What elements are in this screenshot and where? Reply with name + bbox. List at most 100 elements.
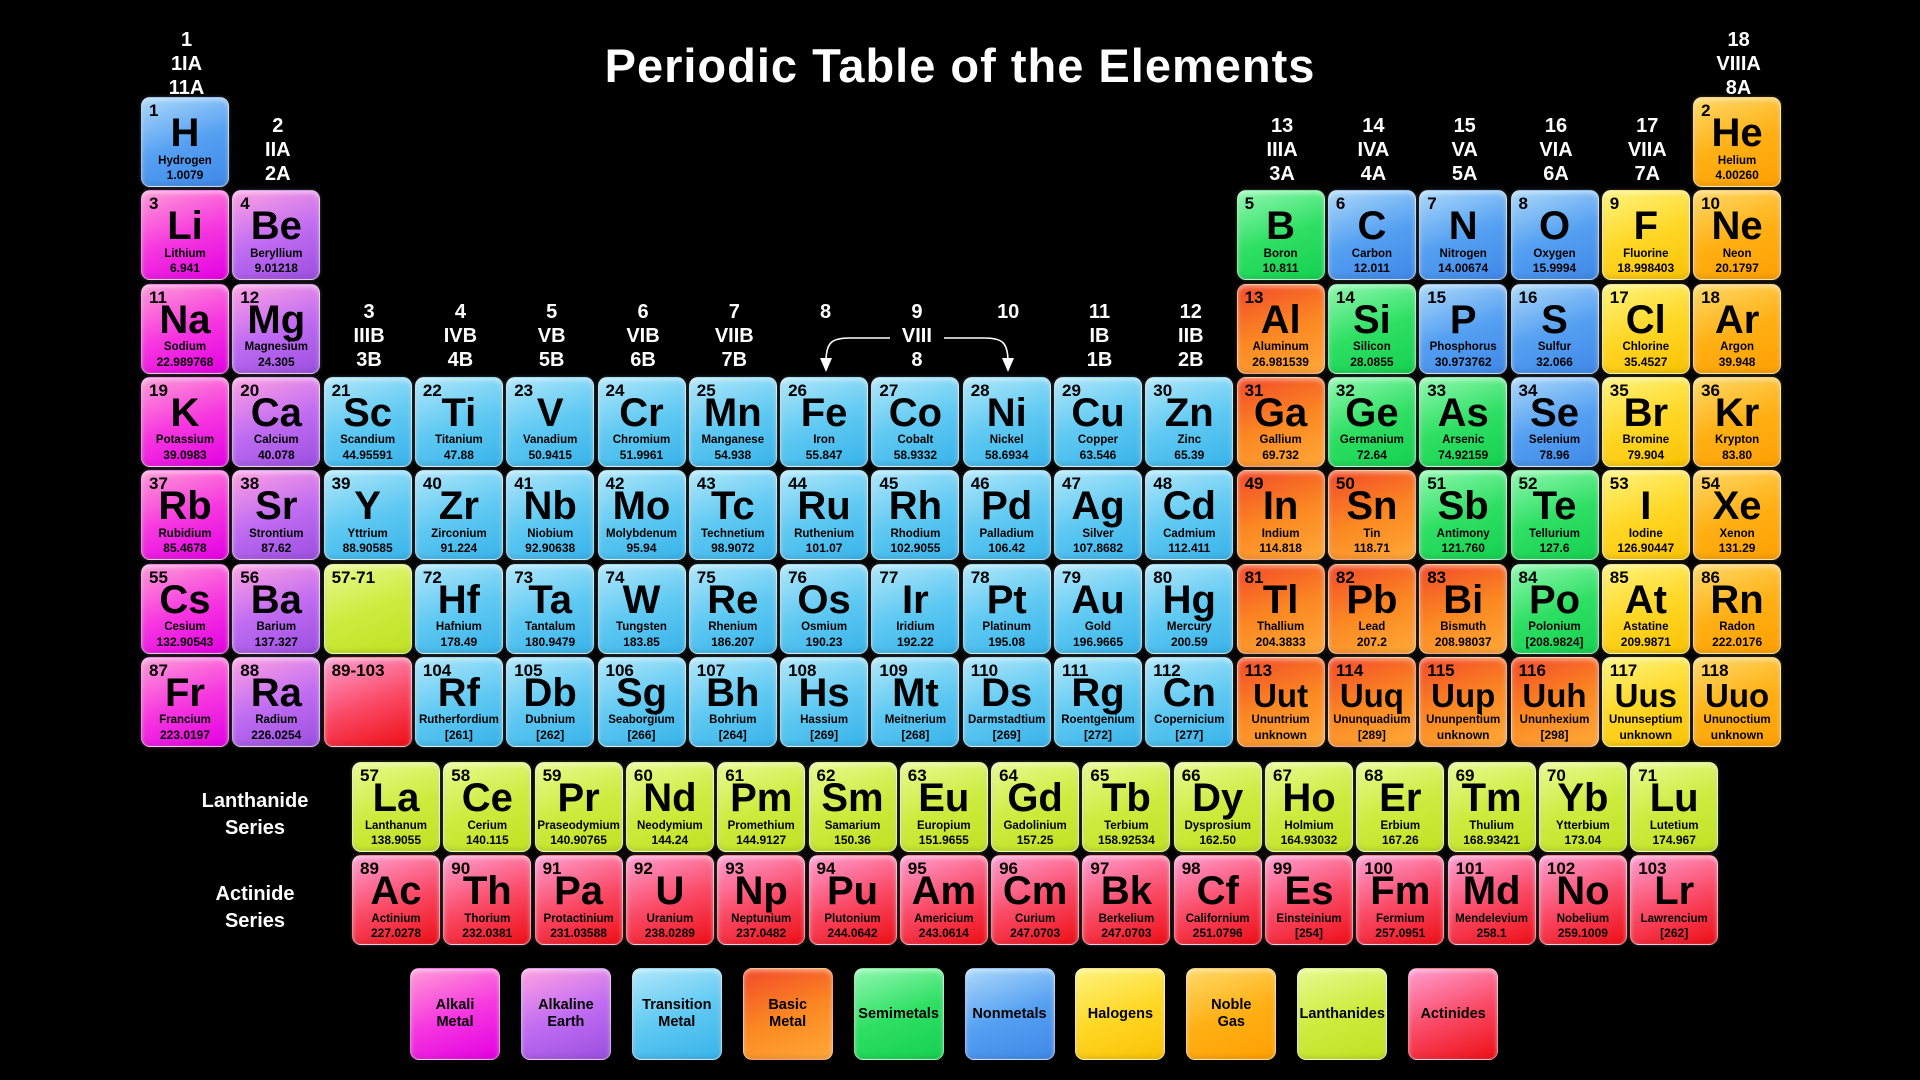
atomic-number: 71 <box>1638 766 1658 785</box>
element-symbol: Ca <box>250 390 302 435</box>
atomic-mass: 54.938 <box>714 447 752 462</box>
element-symbol: Ru <box>797 484 851 529</box>
atomic-number: 26 <box>788 380 808 400</box>
atomic-number: 63 <box>907 766 927 785</box>
element-name: Calcium <box>253 434 299 447</box>
element-symbol: Gd <box>1007 776 1063 820</box>
element-name: Bismuth <box>1440 621 1487 633</box>
element-name: Nobelium <box>1556 912 1610 925</box>
element-cell-Ga: 31 Ga Gallium 69.732 <box>1236 376 1325 467</box>
element-name: Samarium <box>824 819 881 832</box>
atomic-mass: 10.811 <box>1262 261 1299 276</box>
element-cell-Po: 84 Po Polonium [208.9824] <box>1510 563 1599 654</box>
atomic-mass: [272] <box>1083 727 1112 742</box>
element-cell-C: 6 C Carbon 12.011 <box>1327 190 1416 281</box>
element-cell-Se: 34 Se Selenium 78.96 <box>1510 376 1599 467</box>
atomic-mass: 18.998403 <box>1617 261 1675 276</box>
element-symbol: Rn <box>1710 577 1764 622</box>
element-cell-Mo: 42 Mo Molybdenum 95.94 <box>597 470 686 561</box>
element-cell-H: 1 H Hydrogen 1.0079 <box>141 97 229 187</box>
element-symbol: Re <box>707 577 759 622</box>
element-cell-Br: 35 Br Bromine 79.904 <box>1601 376 1690 467</box>
element-symbol: Fe <box>800 390 848 435</box>
atomic-mass: 83.80 <box>1722 447 1753 462</box>
element-name: Gallium <box>1259 434 1302 447</box>
element-cell-Gd: 64 Gd Gadolinium 157.25 <box>991 762 1080 852</box>
atomic-number: 117 <box>1609 660 1638 680</box>
element-cell-La: 57 La Lanthanum 138.9055 <box>352 762 440 852</box>
atomic-number: 30 <box>1153 380 1173 400</box>
element-name: Lutetium <box>1649 819 1699 832</box>
element-cell-Uuo: 118 Uuo Ununoctium unknown <box>1693 656 1782 747</box>
atomic-number: 62 <box>816 766 836 785</box>
element-symbol: Mn <box>703 390 762 435</box>
element-cell-Sb: 51 Sb Antimony 121.760 <box>1419 470 1508 561</box>
atomic-number: 108 <box>788 660 817 680</box>
atomic-mass: [262] <box>1660 926 1689 940</box>
element-symbol: Po <box>1528 577 1581 622</box>
atomic-number: 22 <box>422 380 442 400</box>
atomic-number: 14 <box>1335 287 1355 307</box>
group-header-7: 7 VIIB 7B <box>714 301 754 371</box>
element-cell-Er: 68 Er Erbium 167.26 <box>1356 762 1445 852</box>
element-cell-Am: 95 Am Americium 243.0614 <box>899 855 988 945</box>
element-symbol: Er <box>1379 776 1422 820</box>
atomic-number: 66 <box>1181 766 1201 785</box>
atomic-mass: 162.50 <box>1199 833 1237 847</box>
element-cell-Lr: 103 Lr Lawrencium [262] <box>1630 855 1719 945</box>
atomic-number: 101 <box>1455 859 1484 878</box>
element-symbol: C <box>1357 204 1387 249</box>
atomic-mass: 28.0855 <box>1350 354 1394 369</box>
element-symbol: Ra <box>250 670 302 715</box>
element-name: Curium <box>1014 912 1056 925</box>
element-symbol: Lr <box>1654 869 1695 913</box>
element-cell-Bi: 83 Bi Bismuth 208.98037 <box>1419 563 1508 654</box>
atomic-number: 43 <box>696 474 716 494</box>
atomic-number: 54 <box>1701 474 1721 494</box>
element-name: Americium <box>914 912 974 925</box>
atomic-number: 13 <box>1244 287 1264 307</box>
element-symbol: Si <box>1352 297 1391 342</box>
element-name: Tin <box>1363 527 1381 540</box>
element-symbol: Ce <box>461 776 513 820</box>
element-cell-I: 53 I Iodine 126.90447 <box>1601 470 1690 561</box>
element-name: Promethium <box>727 819 795 832</box>
element-name: Ununoctium <box>1703 714 1771 727</box>
atomic-number: 23 <box>514 380 534 400</box>
atomic-mass: 4.00260 <box>1715 168 1759 182</box>
group-header-11: 11 IB 1B <box>1086 301 1113 371</box>
element-cell-Uuq: 114 Uuq Ununquadium [289] <box>1327 656 1416 747</box>
element-name: Magnesium <box>244 341 308 354</box>
element-cell-Sm: 62 Sm Samarium 150.36 <box>808 762 897 852</box>
legend-swatch-semimetal: Semimetals <box>853 968 944 1060</box>
element-name: Praseodymium <box>537 819 620 832</box>
element-cell-Cs: 55 Cs Cesium 132.90543 <box>141 563 229 654</box>
atomic-number: 99 <box>1273 859 1292 878</box>
atomic-mass: 12.011 <box>1353 261 1390 276</box>
element-symbol: Tb <box>1101 776 1151 820</box>
element-symbol: Lu <box>1649 776 1699 820</box>
element-name: Ytterbium <box>1556 819 1610 832</box>
element-name: Manganese <box>701 434 765 447</box>
element-symbol: W <box>622 577 661 622</box>
element-cell-Pd: 46 Pd Palladium 106.42 <box>962 470 1051 561</box>
atomic-mass: 178.49 <box>440 634 478 649</box>
atomic-mass: [268] <box>901 727 930 742</box>
atomic-number: 55 <box>149 567 168 587</box>
element-symbol: Db <box>523 670 577 715</box>
element-name: Titanium <box>435 434 483 447</box>
atomic-number: 115 <box>1427 660 1455 680</box>
element-cell-Te: 52 Te Tellurium 127.6 <box>1510 470 1599 561</box>
atomic-number: 41 <box>514 474 534 494</box>
atomic-number: 94 <box>816 859 836 878</box>
element-symbol: Ba <box>250 577 302 622</box>
element-cell-O: 8 O Oxygen 15.9994 <box>1510 190 1599 281</box>
atomic-number: 8 <box>1518 194 1528 214</box>
atomic-number: 45 <box>879 474 899 494</box>
element-name: Gold <box>1084 621 1112 633</box>
atomic-mass: 186.207 <box>711 634 755 649</box>
atomic-number: 89 <box>360 859 379 878</box>
element-symbol: Pb <box>1346 577 1398 622</box>
element-name: Strontium <box>249 527 304 540</box>
